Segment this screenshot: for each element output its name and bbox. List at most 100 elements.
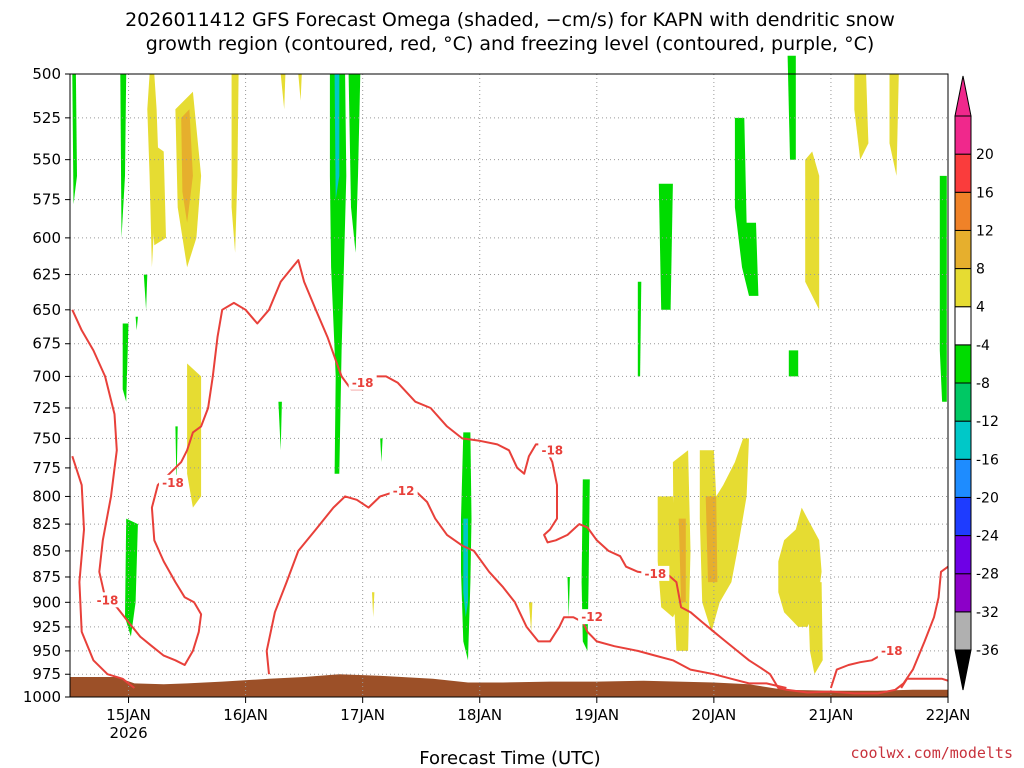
temperature-contour-3 <box>265 489 787 689</box>
omega-region-10 <box>334 74 340 200</box>
omega-region-41 <box>939 175 947 402</box>
colorbar-label: -16 <box>976 452 999 468</box>
omega-region-13 <box>122 323 129 402</box>
colorbar-label: 20 <box>976 147 994 163</box>
omega-region-7 <box>280 74 286 110</box>
y-tick-label: 700 <box>32 367 61 385</box>
contour-label: -12 <box>581 610 603 624</box>
colorbar-label: -28 <box>976 567 999 583</box>
y-tick-label: 525 <box>32 109 61 127</box>
omega-region-40 <box>889 74 899 176</box>
omega-region-1 <box>120 74 127 238</box>
colorbar-swatch <box>954 420 972 460</box>
omega-region-25 <box>528 602 533 632</box>
colorbar-label: -8 <box>976 376 990 392</box>
chart-title-line-2: growth region (contoured, red, °C) and f… <box>146 33 875 55</box>
ground-layer <box>70 674 948 697</box>
contour-label: -18 <box>97 593 119 607</box>
omega-region-3 <box>151 143 166 246</box>
x-tick-label: 22JAN <box>926 706 971 724</box>
omega-region-39 <box>854 74 869 160</box>
omega-region-20 <box>125 518 138 637</box>
omega-region-23 <box>581 479 590 651</box>
omega-region-11 <box>348 74 361 253</box>
omega-region-6 <box>231 74 239 253</box>
colorbar: -36 -32 -28 -24 -20 -16 -12 -8 -4 4 8 12 16 20 <box>954 75 999 691</box>
colorbar-swatch <box>954 268 972 308</box>
colorbar-swatch <box>954 191 972 231</box>
x-axis-label: Forecast Time (UTC) <box>419 748 600 768</box>
chart-title-line-1: 2026011412 GFS Forecast Omega (shaded, −… <box>125 9 895 31</box>
y-tick-label: 925 <box>32 618 61 636</box>
omega-region-32 <box>699 438 749 632</box>
pressure-axis: 500 525 550 575 600 625 650 675 700 725 750 775 800 8… <box>23 65 70 706</box>
y-tick-label: 550 <box>32 151 61 169</box>
y-tick-label: 775 <box>32 459 61 477</box>
x-tick-label: 17JAN <box>340 706 385 724</box>
contour-label: -12 <box>393 484 415 498</box>
y-tick-label: 750 <box>32 429 61 447</box>
contour-label: -18 <box>541 443 563 457</box>
colorbar-bottom-arrow <box>954 649 972 691</box>
y-tick-label: 800 <box>32 487 61 505</box>
omega-shading-layer <box>72 55 947 675</box>
temperature-contour-0 <box>71 259 667 666</box>
x-tick-sublabel: 2026 <box>109 724 147 742</box>
x-tick-label: 20JAN <box>691 706 736 724</box>
omega-region-12 <box>143 274 148 310</box>
colorbar-label: 16 <box>976 185 994 201</box>
x-tick-label: 21JAN <box>809 706 854 724</box>
colorbar-swatch <box>954 535 972 575</box>
x-tick-label: 18JAN <box>457 706 502 724</box>
x-tick-label: 15JAN <box>106 706 151 724</box>
temperature-contour-1 <box>666 565 949 695</box>
y-tick-label: 575 <box>32 191 61 209</box>
x-tick-label: 16JAN <box>223 706 268 724</box>
omega-region-17 <box>278 401 282 451</box>
omega-region-24 <box>567 577 570 618</box>
colorbar-swatch <box>954 458 972 498</box>
colorbar-swatch <box>954 611 972 651</box>
omega-region-18 <box>380 438 383 463</box>
omega-region-22 <box>463 518 468 618</box>
omega-region-34 <box>787 55 796 160</box>
y-tick-label: 1000 <box>23 688 61 706</box>
contour-label-bg <box>641 565 670 581</box>
colorbar-swatch <box>954 115 972 155</box>
colorbar-label: -20 <box>976 490 999 506</box>
y-tick-label: 900 <box>32 593 61 611</box>
colorbar-swatch <box>954 229 972 270</box>
contour-label: -18 <box>352 376 374 390</box>
credit-link[interactable]: coolwx.com/modelts <box>850 744 1013 762</box>
omega-region-33 <box>705 496 718 583</box>
colorbar-swatch <box>954 306 972 346</box>
contour-label-layer: -18 -18 -18 -18 -18 -18 -12 -12 <box>93 374 906 658</box>
contour-label-bg <box>93 592 122 608</box>
omega-region-5 <box>181 109 193 223</box>
omega-region-14 <box>135 316 138 331</box>
omega-region-26 <box>637 281 642 377</box>
y-tick-label: 500 <box>32 65 61 83</box>
colorbar-label: 8 <box>976 262 985 278</box>
y-tick-label: 825 <box>32 515 61 533</box>
omega-region-19 <box>372 592 375 618</box>
omega-region-0 <box>72 74 77 205</box>
contour-label-bg <box>877 642 906 658</box>
temperature-contour-layer <box>71 259 949 695</box>
omega-region-27 <box>658 183 673 310</box>
colorbar-swatch <box>954 153 972 193</box>
contour-label-bg <box>578 609 607 625</box>
colorbar-label: -32 <box>976 605 999 621</box>
omega-region-15 <box>187 363 202 508</box>
omega-region-16 <box>175 426 178 486</box>
omega-region-38 <box>807 582 823 675</box>
colorbar-label: 4 <box>976 300 985 316</box>
y-tick-label: 950 <box>32 642 61 660</box>
y-tick-label: 975 <box>32 665 61 683</box>
contour-label: -18 <box>162 476 184 490</box>
y-tick-label: 725 <box>32 399 61 417</box>
colorbar-label: -12 <box>976 414 999 430</box>
colorbar-label: -24 <box>976 529 999 545</box>
